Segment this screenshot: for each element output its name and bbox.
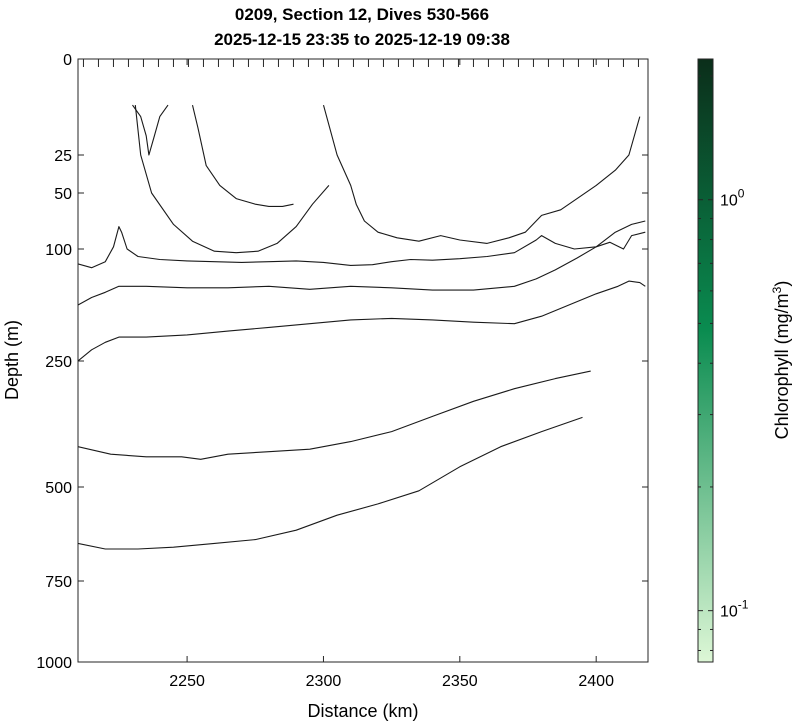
colorbar: [697, 58, 714, 663]
contour-line: [78, 416, 583, 550]
y-tick-label: 100: [45, 242, 72, 259]
y-axis-ticks: 0 25 50 100 250 500 750 1000: [36, 52, 648, 672]
contour-line: [134, 105, 330, 254]
colorbar-tick-exponent: 0: [738, 187, 745, 201]
colorbar-tick-label: 100: [720, 187, 745, 210]
contour-line: [191, 104, 294, 207]
colorbar-label-close: ): [772, 281, 792, 287]
colorbar-tick-exponent: -1: [738, 598, 749, 612]
y-tick-label: 250: [45, 354, 72, 371]
plot-area: [77, 58, 649, 663]
colorbar-label-superscript: 3: [770, 286, 784, 293]
x-tick-label: 2250: [169, 673, 205, 690]
y-tick-label: 25: [54, 148, 72, 165]
y-tick-label: 500: [45, 480, 72, 497]
x-minor-ticks: [82, 59, 639, 67]
y-tick-label: 50: [54, 186, 72, 203]
contour-line: [78, 231, 646, 306]
contour-line: [132, 104, 169, 156]
y-tick-label: 0: [63, 52, 72, 69]
contour-line: [78, 370, 591, 460]
y-tick-label: 750: [45, 574, 72, 591]
colorbar-tick-base: 10: [720, 193, 738, 210]
x-tick-label: 2400: [578, 673, 614, 690]
colorbar-tick-label: 10-1: [720, 598, 749, 621]
x-axis-label: Distance (km): [307, 701, 418, 721]
y-tick-label: 1000: [36, 655, 72, 672]
x-axis-ticks: 2250 2300 2350 2400: [169, 59, 614, 690]
colorbar-tick-base: 10: [720, 604, 738, 621]
contour-line: [78, 220, 646, 269]
chart-title-line2: 2025-12-15 23:35 to 2025-12-19 09:38: [214, 30, 510, 49]
x-tick-label: 2350: [442, 673, 478, 690]
chart-title-line1: 0209, Section 12, Dives 530-566: [235, 5, 489, 24]
colorbar-label: Chlorophyll (mg/m3): [770, 281, 792, 440]
contour-line: [78, 280, 646, 362]
contour-lines: [78, 104, 646, 550]
x-tick-label: 2300: [306, 673, 342, 690]
contour-line: [322, 104, 641, 244]
colorbar-label-text: Chlorophyll (mg/m: [772, 293, 792, 439]
y-axis-label: Depth (m): [2, 320, 22, 400]
